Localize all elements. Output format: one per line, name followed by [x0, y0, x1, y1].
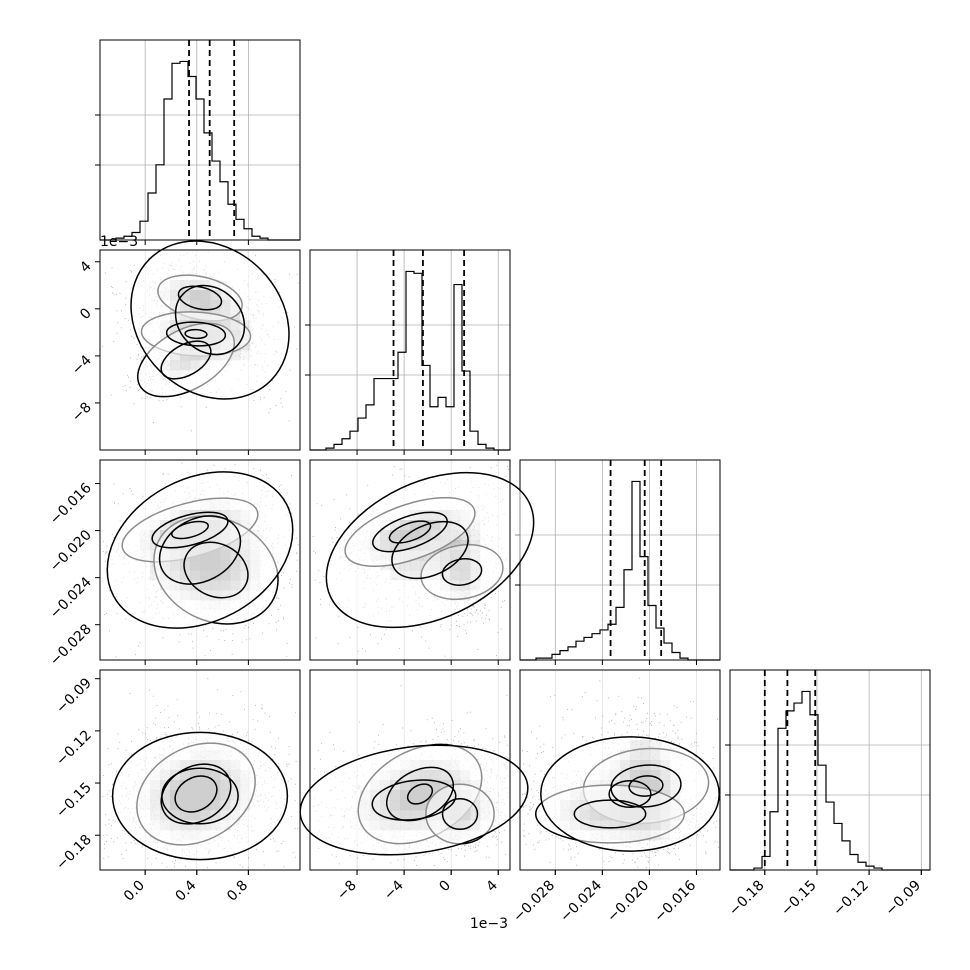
contour-line: [161, 767, 239, 825]
x-tick-label: −0.020: [604, 878, 652, 926]
histogram-step: [310, 270, 510, 451]
y-tick-label: −0.12: [53, 727, 95, 769]
x-tick-label: 4: [483, 877, 501, 895]
y-tick-label: −4: [69, 352, 95, 378]
contour-line: [174, 775, 218, 813]
y-tick-label: −0.016: [47, 480, 95, 528]
panel-frame: [99, 39, 301, 241]
panel-frame: [99, 249, 301, 451]
contour-line: [160, 340, 212, 380]
density-panel-3-1: [99, 459, 301, 661]
density-panel-4-2: [299, 669, 529, 871]
x-tick-label: −0.024: [557, 877, 605, 925]
panel-frame: [309, 459, 511, 661]
density-panel-2-1: [99, 240, 301, 451]
density-panel-4-3: [519, 669, 721, 871]
contour-line: [165, 321, 227, 347]
panel-frame: [309, 669, 511, 871]
y-tick-label: −0.09: [53, 675, 95, 717]
panel-frame: [99, 459, 301, 661]
contour-line: [406, 783, 434, 805]
y-tick-label: −0.15: [53, 780, 95, 822]
y-tick-label: −0.028: [47, 621, 95, 669]
x-tick-label: 0: [436, 878, 454, 896]
offset-label-x2: 1e−3: [470, 916, 508, 932]
x-tick-label: 0.0: [121, 878, 148, 905]
x-tick-label: −0.15: [778, 878, 820, 920]
contour-line: [174, 284, 246, 356]
contour-line: [540, 736, 720, 852]
y-tick-label: 0: [77, 305, 95, 323]
contour-line: [184, 328, 208, 340]
x-tick-label: 0.4: [173, 877, 200, 904]
x-tick-label: −0.18: [726, 878, 768, 920]
hist-panel-4: [725, 669, 931, 871]
hist-panel-3: [515, 459, 721, 661]
histogram-step: [100, 60, 300, 241]
contour-line: [158, 515, 242, 585]
panel-frame: [519, 459, 721, 661]
contour-line: [299, 744, 529, 856]
contour-line: [325, 471, 535, 629]
histogram-step: [730, 690, 930, 871]
histogram-step: [520, 480, 720, 661]
contour-line: [391, 520, 469, 580]
contour-line: [372, 511, 448, 553]
panel-frame: [519, 669, 721, 871]
x-tick-label: −0.12: [830, 878, 872, 920]
x-tick-label: −0.016: [651, 877, 699, 925]
y-tick-label: 4: [77, 258, 95, 276]
contour-line: [177, 285, 223, 311]
y-tick-label: −0.020: [47, 527, 95, 575]
contour-line: [160, 763, 232, 825]
contour-line: [130, 240, 290, 400]
contour-line: [441, 797, 479, 831]
hist-panel-2: [305, 249, 511, 451]
hist-panel-1: [95, 39, 301, 241]
y-tick-label: −0.024: [47, 574, 95, 622]
panel-frame: [309, 249, 511, 451]
contour-line: [171, 520, 209, 540]
x-tick-label: −8: [334, 878, 360, 904]
contour-line: [608, 779, 652, 809]
x-tick-label: −0.09: [882, 878, 924, 920]
density-panel-3-2: [309, 459, 535, 661]
x-tick-label: −0.028: [510, 878, 558, 926]
y-tick-label: −0.18: [53, 832, 95, 874]
panel-frame: [729, 669, 931, 871]
y-tick-label: −8: [69, 399, 95, 425]
panel-frame: [99, 669, 301, 871]
x-tick-label: 0.8: [224, 878, 251, 905]
contour-line: [111, 731, 289, 861]
contour-line: [371, 779, 457, 821]
contour-line: [628, 775, 664, 797]
offset-label-y2: 1e−3: [100, 234, 138, 250]
contour-line: [183, 541, 249, 599]
contour-line: [386, 766, 454, 822]
x-tick-label: −4: [381, 877, 407, 903]
contour-line: [573, 799, 647, 829]
contour-line: [106, 471, 294, 629]
contour-line: [388, 520, 432, 544]
density-panel-4-1: [99, 669, 301, 871]
